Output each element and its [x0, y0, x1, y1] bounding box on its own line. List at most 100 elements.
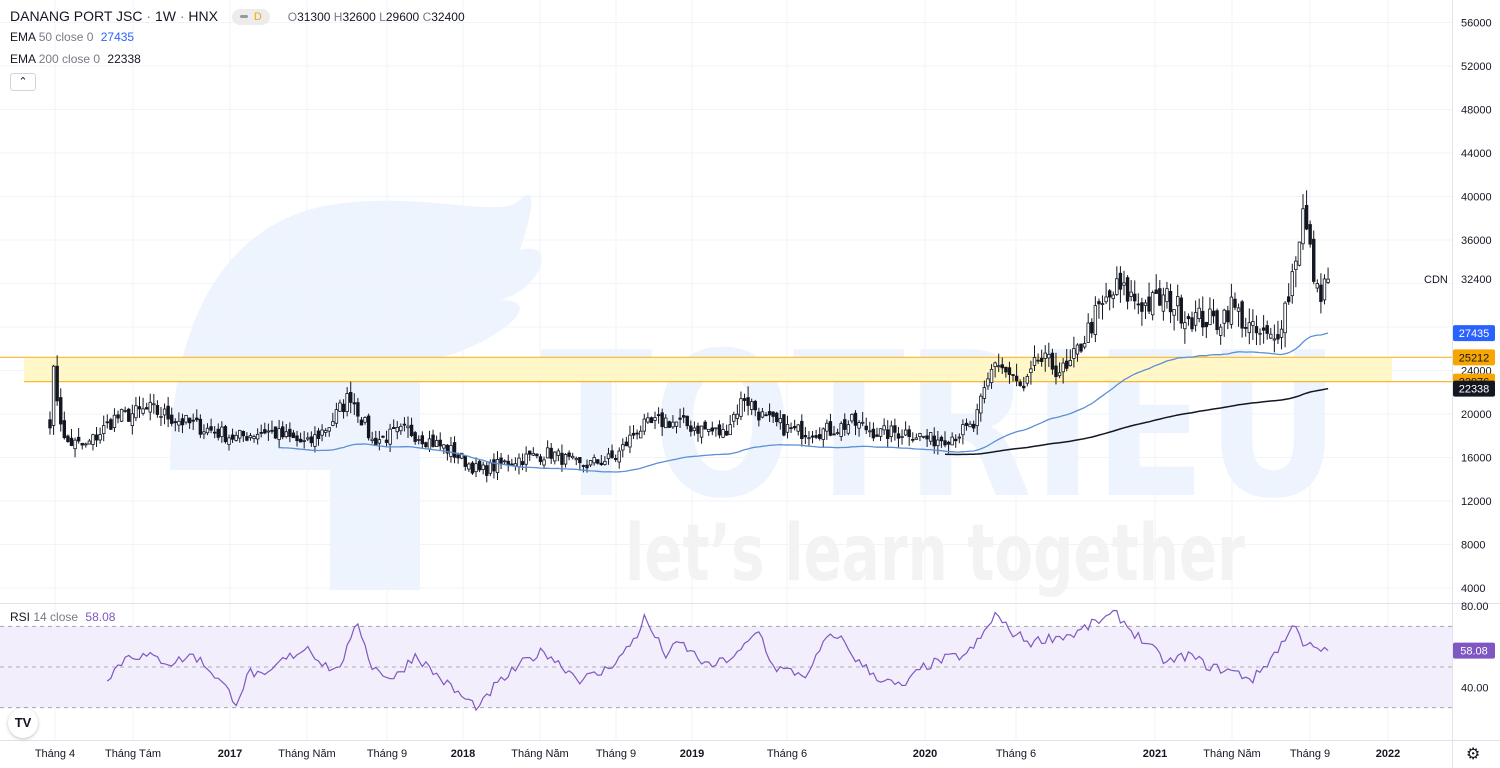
- y-tick-label: 36000: [1461, 235, 1492, 247]
- candle-body: [1322, 278, 1327, 301]
- tradingview-logo[interactable]: TV: [8, 708, 38, 738]
- rsi-legend[interactable]: RSI 14 close 58.08: [10, 610, 115, 624]
- candle-body: [724, 430, 729, 436]
- candle-body: [714, 427, 718, 430]
- interval[interactable]: 1W: [154, 8, 176, 24]
- ema50-legend[interactable]: EMA 50 close 0 27435: [10, 30, 134, 44]
- price-badge-label: 25212: [1459, 352, 1490, 364]
- candle-body: [903, 429, 908, 436]
- candle-body: [710, 427, 714, 432]
- candle-body: [671, 421, 675, 428]
- candle-body: [55, 365, 59, 402]
- price-badge: [1453, 325, 1495, 342]
- candle-body: [1315, 283, 1320, 289]
- candle-body: [413, 432, 417, 442]
- candle-body: [417, 439, 421, 441]
- open-value: 31300: [297, 10, 331, 24]
- low-label: L: [379, 10, 386, 24]
- x-tick-label: 2020: [913, 748, 937, 760]
- candle-body: [553, 451, 557, 462]
- candle-body: [846, 424, 851, 434]
- x-tick-label: 2019: [680, 748, 704, 760]
- candle-body: [1147, 296, 1151, 312]
- candle-body: [997, 365, 1001, 368]
- candle-body: [1158, 288, 1162, 306]
- rsi-tick-label: 80.00: [1461, 601, 1489, 613]
- data-badge[interactable]: D: [231, 9, 270, 25]
- candle-body: [1233, 298, 1237, 308]
- candle-body: [660, 412, 664, 428]
- gear-icon[interactable]: ⚙: [1466, 746, 1481, 763]
- candle-body: [839, 423, 843, 437]
- candle-body: [105, 421, 109, 424]
- candle-body: [889, 425, 893, 437]
- candle-body: [467, 463, 471, 470]
- candle-body: [363, 417, 367, 423]
- candle-body: [685, 415, 689, 427]
- candle-body: [520, 461, 525, 465]
- candle-body: [588, 460, 593, 466]
- candle-body: [921, 435, 926, 438]
- candle-body: [148, 401, 152, 413]
- ema200-line: [944, 387, 1329, 456]
- candle-body: [187, 417, 192, 424]
- candle-body: [495, 459, 500, 474]
- candle-body: [596, 459, 600, 464]
- candle-body: [699, 425, 704, 438]
- candle-body: [825, 422, 829, 432]
- candle-body: [775, 412, 779, 423]
- candle-body: [406, 425, 410, 429]
- candle-body: [263, 429, 267, 434]
- candle-body: [234, 434, 238, 441]
- candle-body: [1251, 321, 1255, 326]
- candle-body: [1050, 352, 1055, 370]
- x-tick-label: Tháng 9: [367, 748, 407, 760]
- high-value: 32600: [342, 10, 376, 24]
- candle-body: [152, 403, 156, 406]
- candle-body: [177, 420, 181, 426]
- candle-body: [749, 401, 754, 410]
- price-badges: 2743525212229762233858.08: [1453, 325, 1495, 659]
- symbol-name[interactable]: DANANG PORT JSC: [10, 8, 143, 24]
- rsi-pane: [0, 609, 1452, 712]
- candle-body: [785, 424, 790, 433]
- candle-body: [907, 429, 911, 438]
- x-tick-label: 2022: [1376, 748, 1400, 760]
- candle-body: [1319, 284, 1323, 302]
- candle-body: [212, 431, 217, 434]
- candle-body: [864, 425, 868, 431]
- candle-body: [1011, 374, 1015, 376]
- candle-body: [818, 434, 822, 439]
- candle-body: [1197, 307, 1201, 320]
- candle-body: [871, 428, 876, 439]
- chevron-up-icon[interactable]: ⌃: [10, 73, 36, 91]
- candle-body: [395, 426, 399, 433]
- candle-body: [635, 432, 639, 435]
- candle-body: [1326, 278, 1330, 283]
- candle-body: [857, 422, 861, 429]
- x-tick-label: Tháng Năm: [278, 748, 335, 760]
- candle-body: [1029, 368, 1033, 373]
- candle-body: [359, 419, 364, 426]
- candle-body: [170, 414, 174, 424]
- candle-body: [850, 414, 854, 422]
- last-price-label: 32400: [1461, 274, 1492, 286]
- candle-body: [617, 450, 621, 463]
- candle-body: [62, 420, 67, 439]
- candle-body: [1100, 303, 1105, 305]
- watermark: TOTRIEU let’s learn together: [170, 194, 1340, 599]
- ema200-legend[interactable]: EMA 200 close 0 22338: [10, 52, 141, 66]
- candle-body: [341, 403, 346, 413]
- y-tick-label: 4000: [1461, 583, 1485, 595]
- candle-body: [1143, 302, 1148, 306]
- candle-body: [238, 429, 242, 439]
- candle-body: [681, 415, 686, 418]
- candle-body: [381, 435, 385, 438]
- candle-body: [438, 439, 442, 447]
- x-tick-label: Tháng 4: [35, 748, 75, 760]
- candle-body: [778, 418, 783, 424]
- candle-body: [205, 427, 210, 434]
- ema50-params: 50 close 0: [38, 30, 94, 44]
- candle-body: [782, 414, 786, 436]
